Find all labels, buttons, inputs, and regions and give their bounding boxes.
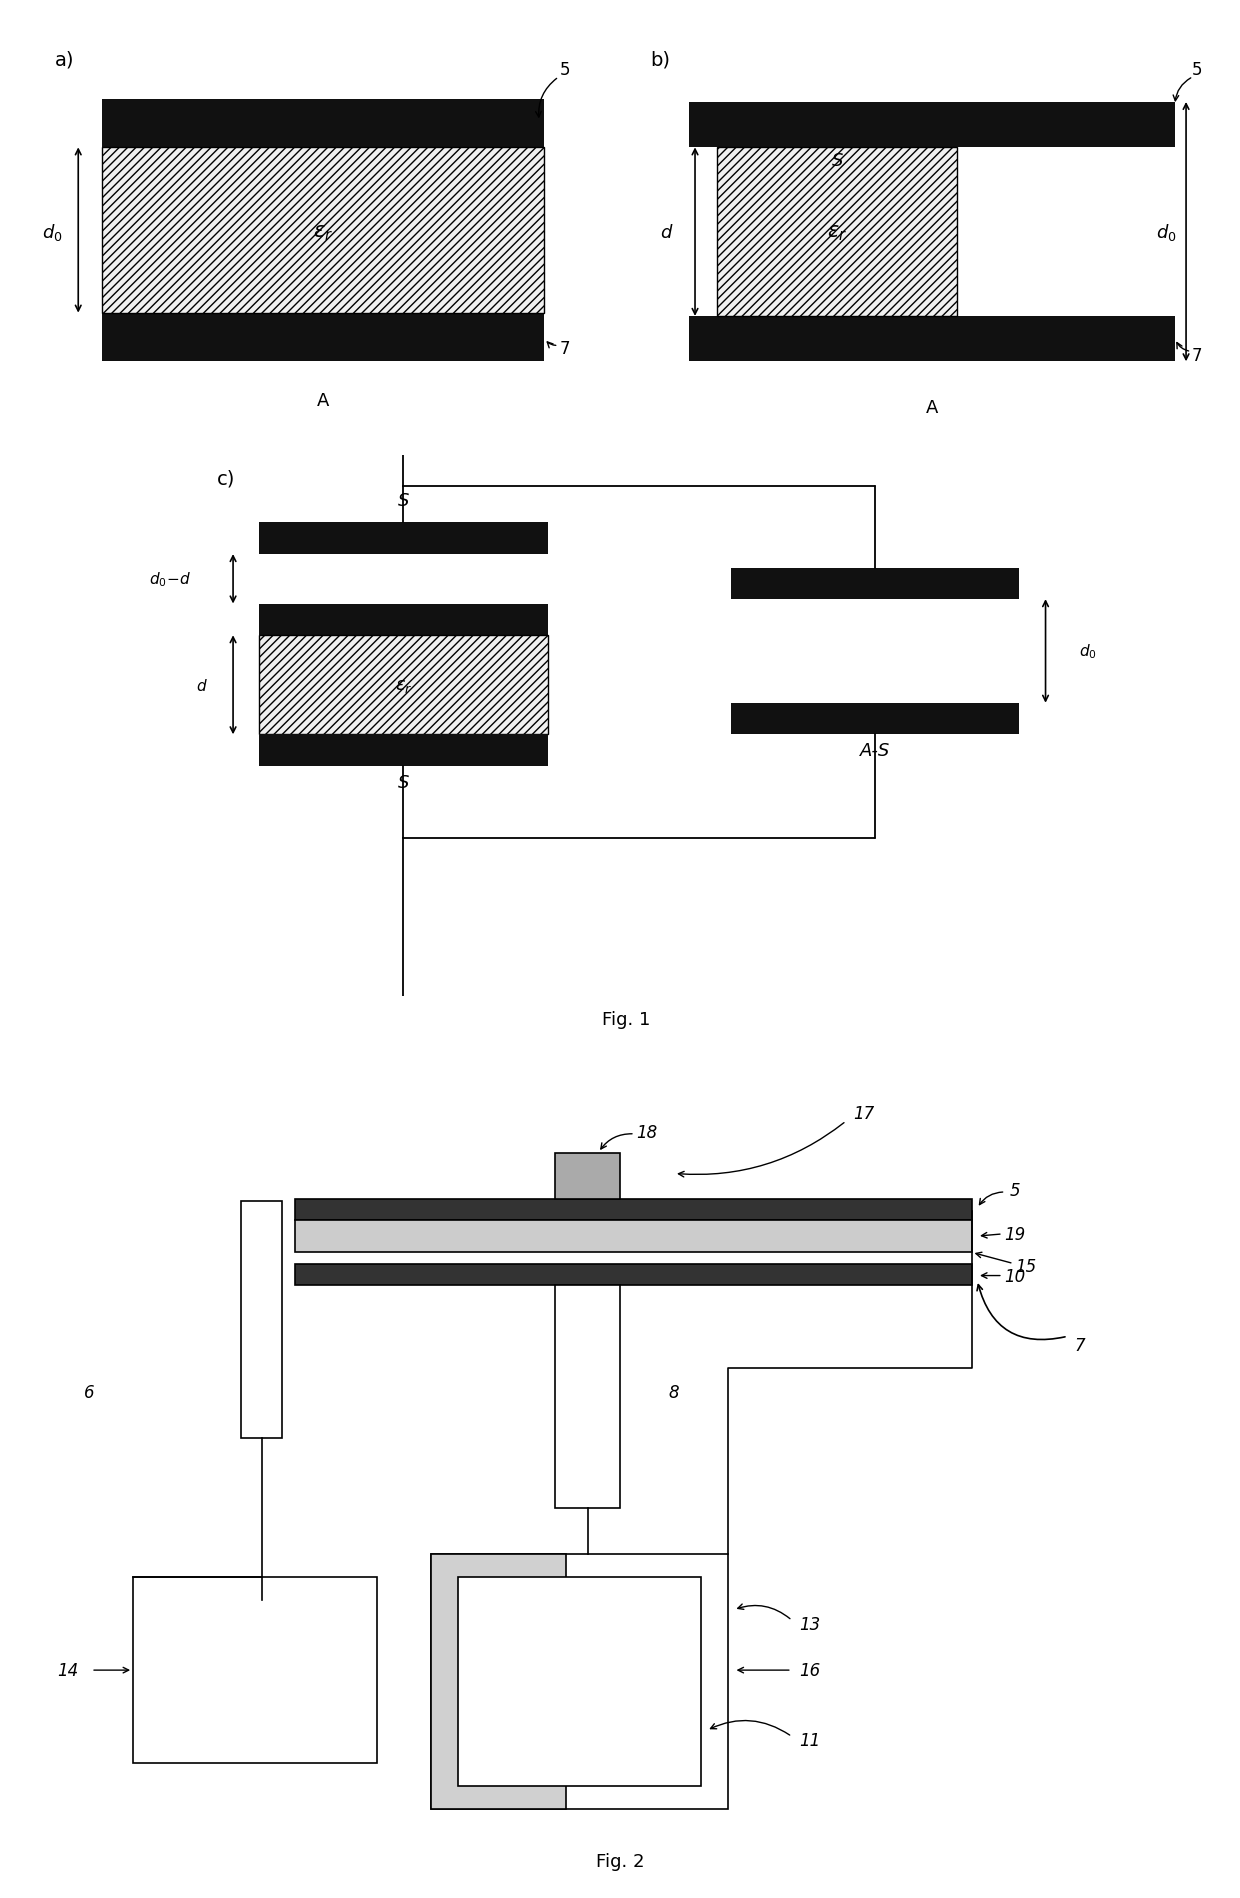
Text: S: S: [832, 152, 843, 171]
Text: A: A: [926, 399, 939, 416]
Text: $\varepsilon_r$: $\varepsilon_r$: [312, 222, 334, 243]
Text: 5: 5: [560, 61, 570, 80]
Text: $d$: $d$: [661, 224, 673, 241]
Bar: [259, 636, 548, 735]
Bar: [458, 1577, 701, 1786]
Bar: [295, 1220, 972, 1253]
Text: 7: 7: [560, 340, 570, 359]
Text: $d_0\!-\!d$: $d_0\!-\!d$: [149, 569, 191, 588]
Bar: [259, 604, 548, 636]
Bar: [102, 313, 544, 363]
Text: a): a): [55, 51, 74, 70]
Bar: [689, 102, 1174, 148]
Bar: [732, 704, 1019, 735]
Bar: [430, 1554, 565, 1809]
Text: 7: 7: [1075, 1336, 1085, 1355]
Bar: [102, 148, 544, 313]
Text: 18: 18: [636, 1124, 657, 1141]
Text: 13: 13: [799, 1615, 820, 1632]
Bar: [133, 1577, 377, 1763]
Bar: [259, 524, 548, 554]
Bar: [430, 1554, 728, 1809]
Text: b): b): [651, 51, 671, 70]
Text: S: S: [398, 772, 409, 791]
Bar: [242, 1201, 281, 1439]
Bar: [102, 99, 544, 148]
Text: 6: 6: [84, 1384, 95, 1401]
Text: 5: 5: [1009, 1181, 1021, 1200]
Text: 14: 14: [57, 1661, 78, 1680]
Text: $d_0$: $d_0$: [1156, 222, 1177, 243]
Text: 17: 17: [853, 1105, 874, 1122]
Text: $d$: $d$: [196, 678, 207, 693]
Text: 8: 8: [668, 1384, 680, 1401]
Text: A: A: [317, 393, 329, 410]
Bar: [732, 568, 1019, 600]
Bar: [717, 148, 957, 317]
Text: $d_0$: $d_0$: [42, 222, 62, 243]
Text: 7: 7: [1192, 347, 1203, 364]
Bar: [259, 735, 548, 767]
Bar: [689, 317, 1174, 363]
Text: 11: 11: [799, 1731, 820, 1748]
Text: 16: 16: [799, 1661, 820, 1680]
Text: 19: 19: [1004, 1224, 1025, 1243]
Text: 10: 10: [1004, 1266, 1025, 1285]
Text: 15: 15: [1016, 1258, 1037, 1275]
Text: A-S: A-S: [861, 742, 890, 759]
Bar: [295, 1264, 972, 1285]
Text: S: S: [398, 492, 409, 509]
Text: c): c): [217, 469, 236, 488]
Text: $\varepsilon_r$: $\varepsilon_r$: [827, 222, 847, 243]
Bar: [556, 1285, 620, 1507]
Text: $d_0$: $d_0$: [1079, 642, 1096, 661]
Text: $\varepsilon_r$: $\varepsilon_r$: [394, 676, 412, 695]
Text: Fig. 1: Fig. 1: [601, 1010, 651, 1029]
Text: 5: 5: [1192, 61, 1203, 80]
Bar: [556, 1152, 620, 1200]
Text: Fig. 2: Fig. 2: [595, 1852, 645, 1870]
Bar: [295, 1200, 972, 1220]
